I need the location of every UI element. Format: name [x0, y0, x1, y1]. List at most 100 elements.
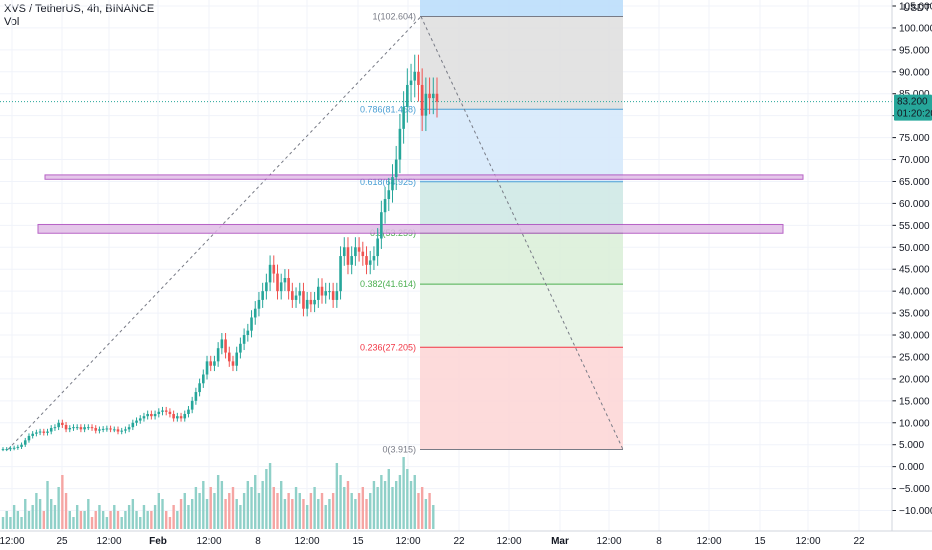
volume-bar: [165, 511, 168, 529]
volume-bar: [250, 487, 253, 529]
candle-body: [68, 428, 72, 430]
y-tick-label: 75.000: [899, 133, 930, 144]
candle-body: [279, 282, 283, 292]
candle-body: [246, 330, 250, 336]
price-badge-countdown: 01:20:20: [897, 109, 932, 120]
candle-body: [257, 299, 261, 309]
fib-band: [420, 0, 623, 17]
candle-body: [101, 428, 105, 430]
fib-level-label: 0.618(64.925): [360, 177, 416, 187]
volume-bar: [398, 475, 402, 529]
fib-level-label: 1(102.604): [372, 12, 416, 22]
support-zone: [44, 174, 804, 180]
candle-body: [409, 80, 413, 85]
candle-body: [31, 433, 34, 436]
candle-body: [361, 251, 365, 257]
candle-body: [64, 424, 68, 430]
candle-body: [124, 429, 127, 431]
x-tick-label: 12:00: [96, 536, 121, 547]
candle-body: [127, 427, 131, 430]
currency-label: USDT: [903, 3, 931, 14]
candle-body: [138, 418, 142, 421]
y-tick-label: 30.000: [899, 331, 930, 342]
volume-bar: [324, 505, 327, 529]
volume-bar: [239, 505, 242, 529]
candle-body: [16, 446, 20, 448]
candle-body: [94, 428, 98, 431]
volume-bar: [220, 481, 224, 529]
candle-body: [53, 427, 57, 429]
candle-body: [354, 247, 357, 257]
volume-bar: [391, 487, 394, 529]
candle-body: [153, 413, 157, 417]
candle-body: [309, 299, 313, 305]
y-tick-label: 65.000: [899, 177, 930, 188]
candle-body: [305, 299, 309, 309]
volume-bar: [280, 481, 283, 529]
candle-body: [131, 422, 135, 428]
volume-bar: [354, 499, 357, 529]
candle-body: [23, 440, 27, 445]
x-tick-label: 12:00: [0, 536, 25, 547]
volume-bar: [357, 493, 361, 529]
volume-bar: [64, 493, 68, 529]
candle-body: [194, 392, 198, 401]
candle-body: [313, 299, 316, 305]
candle-body: [112, 429, 116, 431]
volume-bar: [24, 499, 27, 529]
candle-body: [272, 264, 276, 274]
y-tick-label: 10.000: [899, 418, 930, 429]
volume-bar: [257, 493, 261, 529]
candle-body: [253, 308, 257, 318]
y-tick-label: 15.000: [899, 396, 930, 407]
candle-body: [387, 190, 391, 200]
volume-bar: [172, 505, 175, 529]
candle-body: [231, 361, 235, 366]
volume-bar: [113, 505, 116, 529]
volume-bar: [305, 505, 309, 529]
volume-bar: [57, 487, 60, 529]
volume-bar: [228, 493, 231, 529]
volume-bar: [101, 511, 105, 529]
fib-band: [420, 284, 623, 348]
fib-band: [420, 109, 623, 182]
volume-bar: [187, 505, 190, 529]
x-tick-label: 12:00: [294, 536, 319, 547]
y-tick-label: 40.000: [899, 287, 930, 298]
volume-bar: [205, 499, 209, 529]
candle-body: [109, 428, 112, 430]
volume-bar: [268, 463, 272, 529]
fib-level-label: 0.382(41.614): [360, 279, 416, 289]
candle-body: [220, 339, 224, 349]
candle-body: [342, 247, 346, 257]
volume-bar: [127, 505, 131, 529]
volume-bar: [209, 487, 212, 529]
candle-body: [287, 277, 290, 292]
volume-bar: [376, 487, 379, 529]
x-tick-label: 15: [352, 536, 364, 547]
fib-band: [420, 16, 623, 110]
volume-bar: [313, 487, 316, 529]
candle-body: [391, 177, 394, 191]
volume-bar: [94, 511, 97, 529]
volume-bar: [432, 505, 435, 529]
volume-bar: [124, 511, 127, 529]
candle-body: [428, 93, 431, 99]
candle-body: [61, 422, 64, 425]
x-tick-label: 8: [656, 536, 662, 547]
candle-body: [75, 427, 79, 429]
volume-bar: [372, 481, 376, 529]
volume-bar: [224, 499, 227, 529]
candle-body: [209, 361, 213, 366]
volume-bar: [409, 481, 413, 529]
candle-body: [146, 413, 149, 417]
candle-body: [9, 448, 12, 450]
candle-body: [331, 291, 335, 300]
volume-bar: [116, 511, 120, 529]
candle-body: [302, 291, 305, 309]
candle-body: [376, 238, 379, 257]
volume-bar: [213, 493, 216, 529]
volume-bar: [402, 457, 405, 529]
volume-bar: [346, 481, 350, 529]
